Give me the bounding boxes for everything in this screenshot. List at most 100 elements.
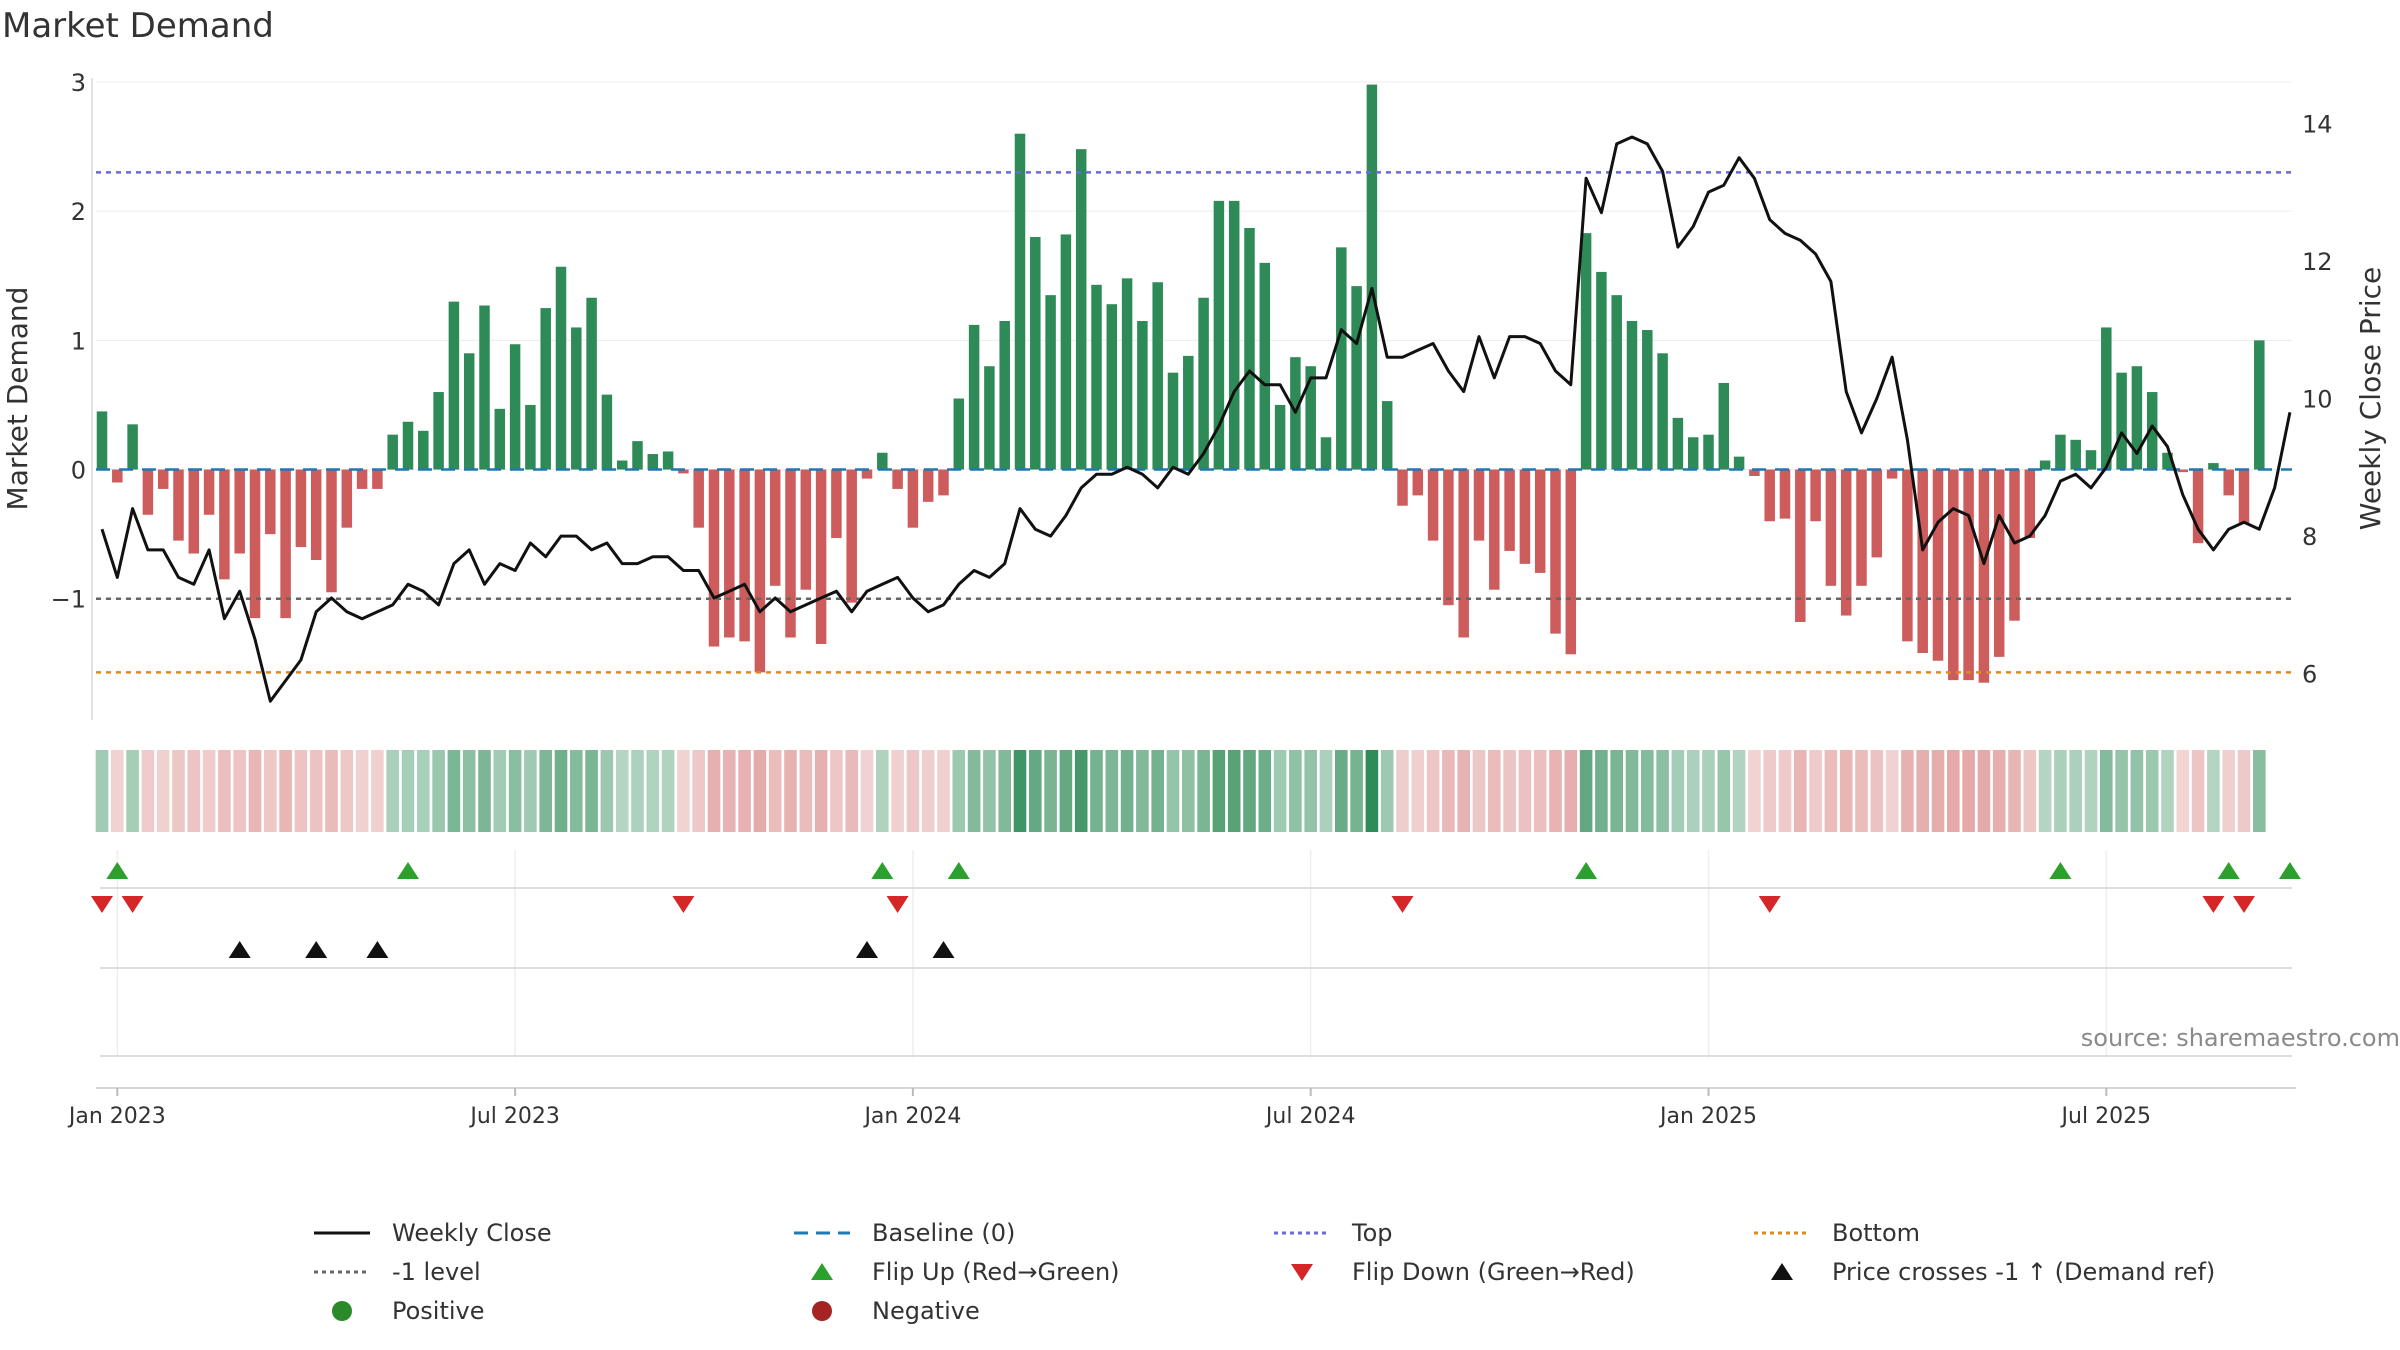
demand-bar	[1810, 469, 1821, 522]
heat-cell	[1503, 750, 1516, 832]
heat-cell	[325, 750, 338, 832]
demand-bar	[800, 469, 812, 590]
flip-up-marker	[2049, 862, 2072, 879]
demand-bar	[1458, 469, 1469, 638]
heat-cell	[1916, 750, 1929, 832]
demand-bar	[2238, 469, 2250, 524]
dotted-line-icon	[1754, 1231, 1810, 1235]
demand-bar	[1213, 200, 1225, 470]
heat-cell	[1595, 750, 1608, 832]
demand-bar	[1733, 456, 1745, 470]
legend-label: Baseline (0)	[872, 1219, 1016, 1247]
demand-bar	[1825, 469, 1837, 586]
heat-cell	[906, 750, 920, 832]
heat-cell	[738, 750, 751, 832]
heat-cell	[1839, 750, 1853, 832]
heat-cell	[799, 750, 813, 832]
demand-bar	[1580, 233, 1592, 470]
demand-bar	[265, 469, 276, 535]
demand-bar	[984, 366, 995, 470]
heat-cell	[1350, 750, 1363, 832]
x-tick-label: Jul 2023	[468, 1104, 560, 1129]
demand-bar	[1121, 278, 1133, 470]
heat-cell	[1442, 750, 1455, 832]
heat-cell	[218, 750, 231, 832]
demand-bar	[188, 469, 200, 554]
heat-cell	[1809, 750, 1822, 832]
demand-bar	[1871, 469, 1883, 558]
demand-bar	[1764, 469, 1775, 522]
x-tick-label: Jan 2025	[1658, 1104, 1757, 1129]
flip-down-marker	[1758, 896, 1781, 913]
heat-cell	[2038, 750, 2052, 832]
demand-bar	[586, 297, 597, 470]
demand-bar	[678, 469, 689, 474]
heat-cell	[447, 750, 461, 832]
demand-bar	[1948, 469, 1959, 681]
legend-label: -1 level	[392, 1258, 481, 1286]
weekly-close-line	[100, 135, 2292, 703]
price-cross-marker	[228, 941, 251, 958]
heat-cell	[2130, 750, 2144, 832]
demand-bar	[1167, 372, 1179, 470]
heat-cell	[2069, 750, 2082, 832]
demand-bar	[1320, 437, 1332, 470]
demand-bar	[448, 301, 460, 470]
demand-bar	[2254, 340, 2265, 470]
x-axis: Jan 2023 Jul 2023 Jan 2024 Jul 2024 Jan 2025…	[67, 1087, 2296, 1129]
demand-bar	[96, 411, 108, 470]
heat-cell	[172, 750, 185, 832]
flip-up-marker	[947, 862, 970, 879]
legend-item-positive: Positive	[312, 1297, 485, 1325]
demand-bar	[861, 469, 873, 479]
heat-cell	[1044, 750, 1057, 832]
heat-cell	[2023, 750, 2037, 832]
demand-bar	[1642, 330, 1653, 470]
demand-bar	[555, 266, 567, 470]
heat-cell	[2008, 750, 2021, 832]
demand-bar	[2131, 366, 2143, 470]
heat-cell	[983, 750, 996, 832]
heat-cell	[1824, 750, 1838, 832]
legend-item-top: Top	[1272, 1219, 1393, 1247]
heat-cell	[1641, 750, 1654, 832]
flip-down-marker	[2233, 896, 2255, 913]
y-axis-title-left: Market Demand	[1, 287, 34, 511]
demand-bar	[479, 305, 490, 470]
solid-line-icon	[314, 1231, 370, 1235]
heat-cell	[1197, 750, 1210, 832]
heat-cell	[1992, 750, 2006, 832]
demand-bar	[953, 398, 965, 470]
heat-cell	[2161, 750, 2174, 832]
demand-bar	[540, 308, 551, 470]
demand-bar	[1657, 353, 1668, 470]
legend-label: Weekly Close	[392, 1219, 552, 1247]
demand-bar	[2070, 439, 2081, 470]
demand-bar	[2039, 460, 2051, 470]
heat-cell	[2222, 750, 2235, 832]
heat-cell	[585, 750, 598, 832]
heat-cell	[845, 750, 858, 832]
heat-cell	[386, 750, 399, 832]
heat-cell	[692, 750, 705, 832]
legend-label: Negative	[872, 1297, 980, 1325]
chart-title: Market Demand	[2, 6, 274, 46]
heat-cell	[2237, 750, 2251, 832]
demand-bar	[234, 469, 245, 554]
price-cross-marker	[305, 941, 328, 958]
demand-bar	[310, 469, 322, 560]
demand-bar	[1703, 434, 1714, 470]
circle-icon	[812, 1301, 832, 1321]
demand-bar	[1137, 320, 1148, 470]
legend-item-weekly-close: Weekly Close	[312, 1219, 552, 1247]
heat-cell	[1029, 750, 1042, 832]
heat-cell	[937, 750, 950, 832]
heat-cell	[1885, 750, 1899, 832]
heat-cell	[814, 750, 828, 832]
demand-bar	[1856, 469, 1867, 586]
demand-heat-strip	[95, 750, 2266, 832]
heat-cell	[952, 750, 966, 832]
heat-cell	[1977, 750, 1991, 832]
demand-bar	[1427, 469, 1439, 541]
demand-bar	[1366, 84, 1378, 470]
